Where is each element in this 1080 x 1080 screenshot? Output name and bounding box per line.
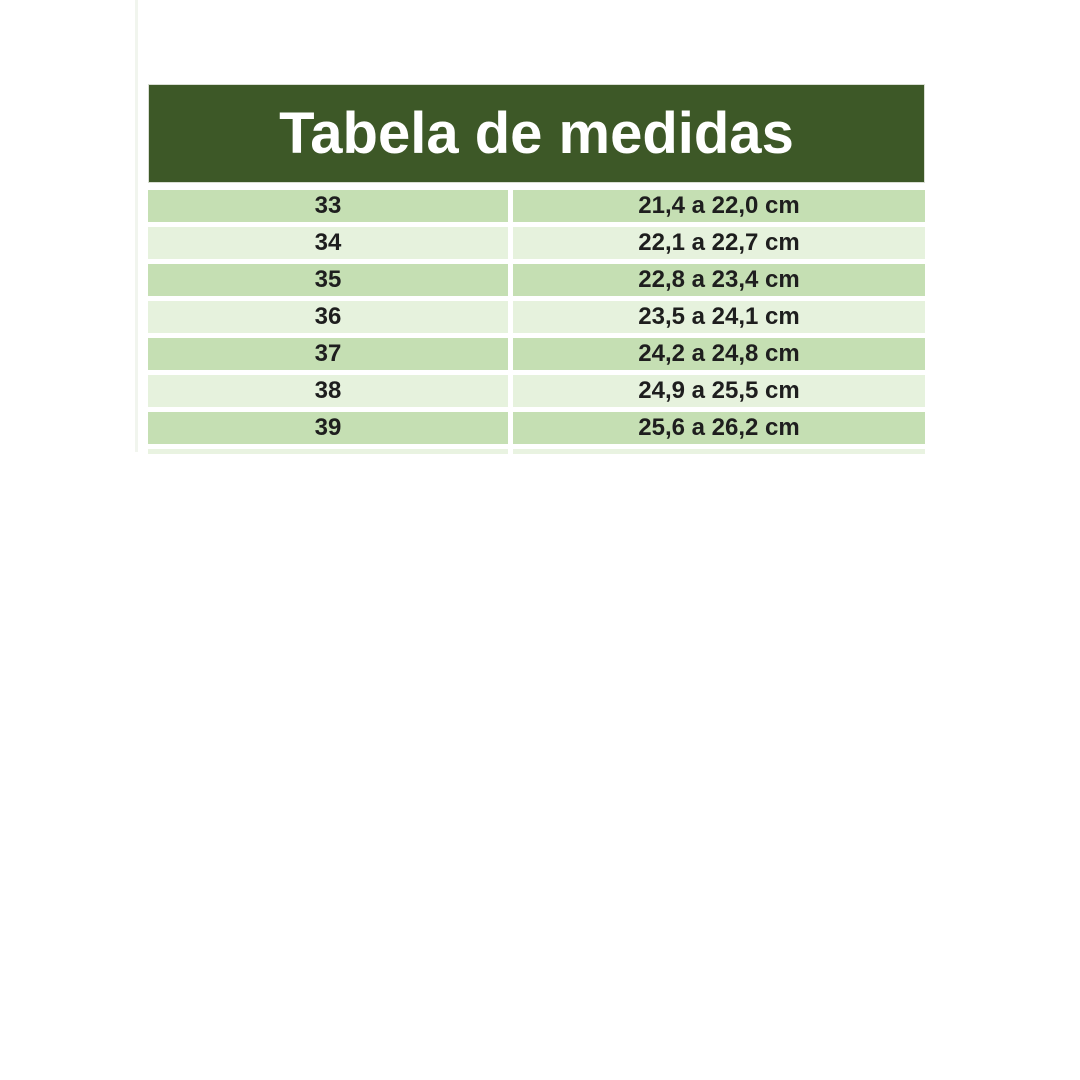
cutoff-range-cell (513, 449, 925, 454)
size-chart-title: Tabela de medidas (279, 100, 794, 166)
size-chart-rows: 33 21,4 a 22,0 cm 34 22,1 a 22,7 cm 35 2… (148, 190, 925, 444)
range-cell: 22,1 a 22,7 cm (513, 227, 925, 259)
range-cell: 25,6 a 26,2 cm (513, 412, 925, 444)
table-row: 35 22,8 a 23,4 cm (148, 264, 925, 296)
size-cell: 33 (148, 190, 508, 222)
size-cell: 36 (148, 301, 508, 333)
size-chart: Tabela de medidas 33 21,4 a 22,0 cm 34 2… (148, 84, 925, 454)
range-cell: 21,4 a 22,0 cm (513, 190, 925, 222)
table-row: 37 24,2 a 24,8 cm (148, 338, 925, 370)
table-row: 34 22,1 a 22,7 cm (148, 227, 925, 259)
range-cell: 22,8 a 23,4 cm (513, 264, 925, 296)
size-cell: 37 (148, 338, 508, 370)
table-row: 36 23,5 a 24,1 cm (148, 301, 925, 333)
size-cell: 39 (148, 412, 508, 444)
table-row: 39 25,6 a 26,2 cm (148, 412, 925, 444)
range-cell: 23,5 a 24,1 cm (513, 301, 925, 333)
table-row: 33 21,4 a 22,0 cm (148, 190, 925, 222)
size-chart-header: Tabela de medidas (148, 84, 925, 183)
size-cell: 38 (148, 375, 508, 407)
range-cell: 24,2 a 24,8 cm (513, 338, 925, 370)
cutoff-size-cell (148, 449, 508, 454)
range-cell: 24,9 a 25,5 cm (513, 375, 925, 407)
size-cell: 34 (148, 227, 508, 259)
cutoff-row-sliver (148, 449, 925, 454)
image-left-edge-line (135, 0, 138, 452)
table-row: 38 24,9 a 25,5 cm (148, 375, 925, 407)
size-cell: 35 (148, 264, 508, 296)
